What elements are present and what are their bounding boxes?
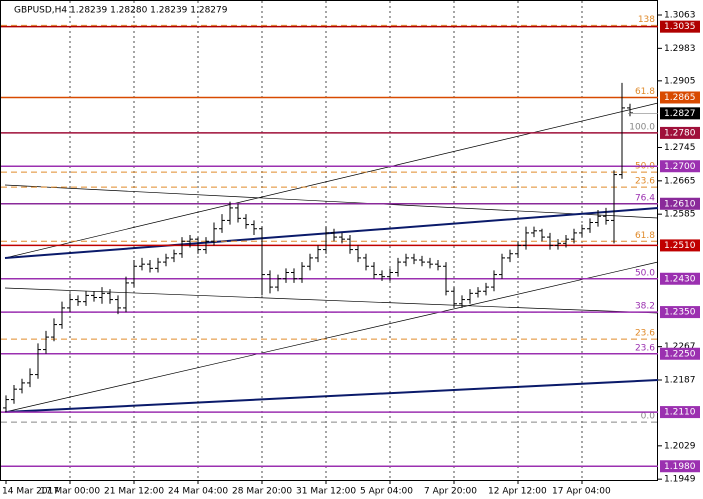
level-tag bbox=[660, 91, 700, 104]
x-tick-label: 17 Apr 04:00 bbox=[552, 487, 611, 497]
level-tag-label: 1.2110 bbox=[664, 408, 696, 418]
current-price-tag bbox=[660, 107, 700, 120]
level-tag bbox=[660, 306, 700, 319]
level-tag bbox=[660, 20, 700, 33]
x-tick-label: 28 Mar 20:00 bbox=[232, 487, 292, 497]
fib-label: 76.4 bbox=[635, 193, 655, 203]
x-tick-label: 5 Apr 04:00 bbox=[360, 487, 413, 497]
trend-line bbox=[4, 287, 659, 314]
trend-line bbox=[4, 261, 659, 413]
fib-label: 50.0 bbox=[635, 268, 655, 278]
x-tick-label: 24 Mar 04:00 bbox=[168, 487, 228, 497]
y-tick-label: 1.2905 bbox=[664, 76, 696, 86]
x-tick-label: 31 Mar 12:00 bbox=[296, 487, 356, 497]
level-tag-label: 1.3035 bbox=[664, 22, 696, 32]
fib-label: 38.2 bbox=[635, 302, 655, 312]
fib-label: 23.6 bbox=[635, 329, 655, 339]
level-tag bbox=[660, 197, 700, 210]
trend-line bbox=[4, 184, 659, 219]
plot-frame bbox=[0, 0, 658, 481]
fib-label: 0.0 bbox=[641, 412, 656, 422]
level-tag bbox=[660, 272, 700, 285]
current-price-label: 1.2827 bbox=[664, 109, 696, 119]
level-tag-label: 1.2350 bbox=[664, 308, 696, 318]
level-tag-label: 1.2865 bbox=[664, 93, 696, 103]
y-tick-label: 1.2665 bbox=[664, 176, 696, 186]
fib-label: 138 bbox=[638, 15, 655, 25]
y-tick-label: 1.2267 bbox=[664, 342, 696, 352]
level-tag-label: 1.2510 bbox=[664, 241, 696, 251]
x-tick-label: 7 Apr 20:00 bbox=[424, 487, 477, 497]
y-tick-label: 1.2585 bbox=[664, 210, 696, 220]
trend-line bbox=[4, 102, 659, 259]
level-tag bbox=[660, 239, 700, 252]
level-tag-label: 1.1980 bbox=[664, 462, 696, 472]
level-tag-label: 1.2430 bbox=[664, 274, 696, 284]
level-tag bbox=[660, 347, 700, 360]
fib-label: 23.6 bbox=[635, 177, 655, 187]
y-tick-label: 1.1949 bbox=[664, 475, 696, 485]
channel-line bbox=[4, 379, 659, 413]
fib-label: 23.6 bbox=[635, 343, 655, 353]
y-tick-label: 1.2029 bbox=[664, 441, 696, 451]
level-tag-label: 1.2780 bbox=[664, 128, 696, 138]
fib-label: 100.0 bbox=[629, 122, 655, 132]
fib-label: 61.8 bbox=[635, 87, 655, 97]
y-tick-label: 1.2983 bbox=[664, 44, 696, 54]
x-tick-label: 21 Mar 12:00 bbox=[104, 487, 164, 497]
chart-title: GBPUSD,H4 1.28239 1.28280 1.28239 1.2827… bbox=[14, 6, 228, 16]
level-tag bbox=[660, 406, 700, 419]
level-tag-label: 1.2700 bbox=[664, 162, 696, 172]
level-tag bbox=[660, 460, 700, 473]
y-tick-label: 1.3063 bbox=[664, 11, 696, 21]
level-tag bbox=[660, 160, 700, 173]
level-tag-label: 1.2610 bbox=[664, 199, 696, 209]
level-tag bbox=[660, 126, 700, 139]
y-tick-label: 1.2745 bbox=[664, 143, 696, 153]
x-tick-label: 12 Apr 12:00 bbox=[488, 487, 547, 497]
level-tag-label: 1.2250 bbox=[664, 349, 696, 359]
x-tick-label: 14 Mar 2017 bbox=[2, 487, 59, 497]
y-tick-label: 1.2187 bbox=[664, 376, 696, 386]
fib-label: 61.8 bbox=[635, 231, 655, 241]
x-tick-label: 17 Mar 00:00 bbox=[40, 487, 100, 497]
